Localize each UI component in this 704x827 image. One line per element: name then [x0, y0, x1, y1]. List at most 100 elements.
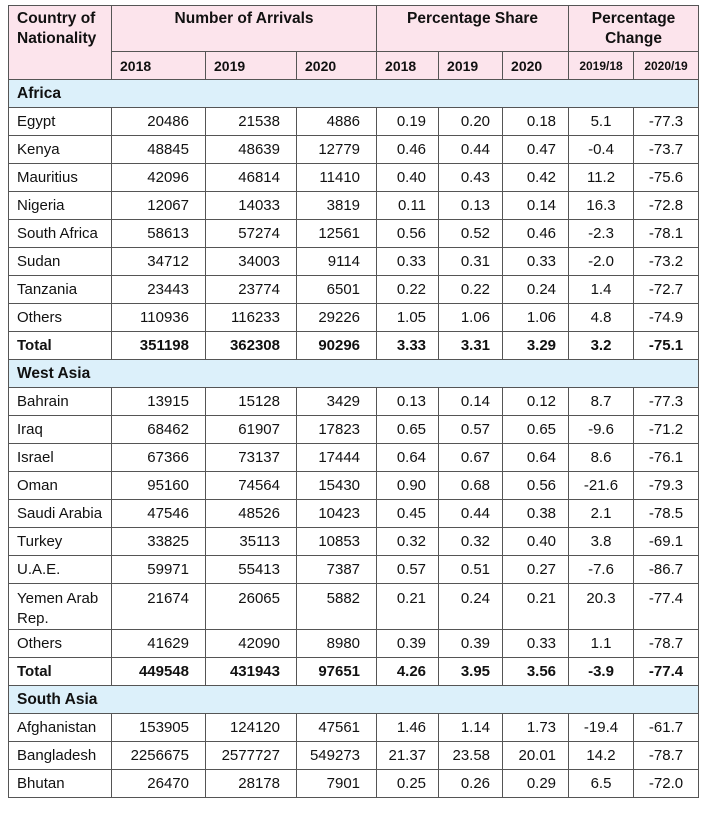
value-cell: 61907 — [205, 415, 297, 444]
region-name: Africa — [7, 79, 700, 108]
value-cell: 42096 — [111, 163, 206, 192]
value-cell: 48526 — [205, 499, 297, 528]
region-header-row: West Asia — [7, 359, 700, 388]
value-cell: 0.33 — [502, 629, 570, 658]
value-cell: 20.01 — [502, 741, 570, 770]
country-cell: Total — [8, 657, 112, 686]
value-cell: -77.4 — [633, 583, 700, 630]
value-cell: -3.9 — [568, 657, 635, 686]
value-cell: 0.43 — [438, 163, 504, 192]
value-cell: 0.67 — [438, 443, 504, 472]
country-cell: Nigeria — [8, 191, 112, 220]
value-cell: -78.1 — [633, 219, 700, 248]
value-cell: 42090 — [205, 629, 297, 658]
country-cell: Bhutan — [8, 769, 112, 798]
header-change-period: 2020/19 — [633, 51, 700, 80]
value-cell: 0.14 — [502, 191, 570, 220]
value-cell: 4.26 — [376, 657, 440, 686]
value-cell: 3.8 — [568, 527, 635, 556]
table-row: Saudi Arabia 47546 48526 10423 0.45 0.44 0.38 2… — [8, 499, 700, 528]
value-cell: 21538 — [205, 107, 297, 136]
value-cell: 549273 — [295, 741, 378, 770]
value-cell: 29226 — [295, 303, 378, 332]
value-cell: -2.3 — [568, 219, 635, 248]
value-cell: 3.33 — [376, 331, 440, 360]
table-row: Bahrain 13915 15128 3429 0.13 0.14 0.12 8.7 -77.… — [8, 387, 700, 416]
value-cell: 67366 — [111, 443, 206, 472]
value-cell: 0.27 — [502, 555, 570, 584]
value-cell: 0.13 — [438, 191, 504, 220]
table-row: Kenya 48845 48639 12779 0.46 0.44 0.47 -0.4 -73.… — [8, 135, 700, 164]
value-cell: -61.7 — [633, 713, 700, 742]
value-cell: 58613 — [111, 219, 206, 248]
value-cell: 5882 — [295, 583, 378, 630]
value-cell: 15128 — [205, 387, 297, 416]
country-cell: Bangladesh — [8, 741, 112, 770]
total-row: Total 449548 431943 97651 4.26 3.95 3.56 -3.9 -7… — [8, 657, 700, 686]
value-cell: 0.24 — [502, 275, 570, 304]
country-cell: Afghanistan — [8, 713, 112, 742]
value-cell: 0.14 — [438, 387, 504, 416]
country-cell: Total — [8, 331, 112, 360]
value-cell: 0.57 — [376, 555, 440, 584]
value-cell: -77.3 — [633, 387, 700, 416]
table-row: South Africa 58613 57274 12561 0.56 0.52 0.46-… — [8, 219, 700, 248]
value-cell: 431943 — [205, 657, 297, 686]
country-cell: Mauritius — [8, 163, 112, 192]
table-row: Mauritius 42096 46814 11410 0.40 0.43 0.42 11.2… — [8, 163, 700, 192]
value-cell: 0.19 — [376, 107, 440, 136]
value-cell: -79.3 — [633, 471, 700, 500]
header-year: 2019 — [205, 51, 297, 80]
value-cell: 12779 — [295, 135, 378, 164]
value-cell: 34712 — [111, 247, 206, 276]
value-cell: 3.2 — [568, 331, 635, 360]
country-cell: Bahrain — [8, 387, 112, 416]
value-cell: 0.42 — [502, 163, 570, 192]
value-cell: 0.24 — [438, 583, 504, 630]
value-cell: 0.44 — [438, 499, 504, 528]
table-row: Iraq 68462 61907 17823 0.65 0.57 0.65 -9.6 -71.2 — [8, 415, 700, 444]
value-cell: 0.56 — [376, 219, 440, 248]
value-cell: 0.26 — [438, 769, 504, 798]
table-row: Yemen Arab Rep. 21674 26065 5882 0.21 0.24 0.2… — [8, 583, 700, 630]
country-cell: Others — [8, 629, 112, 658]
value-cell: -69.1 — [633, 527, 700, 556]
value-cell: 0.39 — [438, 629, 504, 658]
value-cell: 0.65 — [502, 415, 570, 444]
value-cell: -75.1 — [633, 331, 700, 360]
value-cell: 351198 — [111, 331, 206, 360]
country-cell: Yemen Arab Rep. — [8, 583, 112, 630]
country-cell: Turkey — [8, 527, 112, 556]
value-cell: -2.0 — [568, 247, 635, 276]
value-cell: 9114 — [295, 247, 378, 276]
value-cell: 0.90 — [376, 471, 440, 500]
value-cell: 21674 — [111, 583, 206, 630]
value-cell: 0.56 — [502, 471, 570, 500]
value-cell: -76.1 — [633, 443, 700, 472]
value-cell: 7901 — [295, 769, 378, 798]
country-cell: Tanzania — [8, 275, 112, 304]
value-cell: 17444 — [295, 443, 378, 472]
country-cell: U.A.E. — [8, 555, 112, 584]
value-cell: 16.3 — [568, 191, 635, 220]
value-cell: 8.7 — [568, 387, 635, 416]
value-cell: -9.6 — [568, 415, 635, 444]
value-cell: 15430 — [295, 471, 378, 500]
header-change-period: 2019/18 — [568, 51, 635, 80]
value-cell: 0.46 — [502, 219, 570, 248]
value-cell: 0.21 — [376, 583, 440, 630]
value-cell: 0.39 — [376, 629, 440, 658]
value-cell: 21.37 — [376, 741, 440, 770]
value-cell: 449548 — [111, 657, 206, 686]
value-cell: 13915 — [111, 387, 206, 416]
value-cell: 0.33 — [376, 247, 440, 276]
table-body: Africa Egypt 20486 21538 4886 0.19 0.20 0.18 5.1… — [7, 79, 700, 798]
value-cell: -74.9 — [633, 303, 700, 332]
value-cell: 0.29 — [502, 769, 570, 798]
value-cell: 1.06 — [502, 303, 570, 332]
value-cell: 73137 — [205, 443, 297, 472]
value-cell: 0.64 — [502, 443, 570, 472]
header-share: Percentage Share — [376, 5, 570, 52]
value-cell: -77.4 — [633, 657, 700, 686]
region-name: South Asia — [7, 685, 700, 714]
